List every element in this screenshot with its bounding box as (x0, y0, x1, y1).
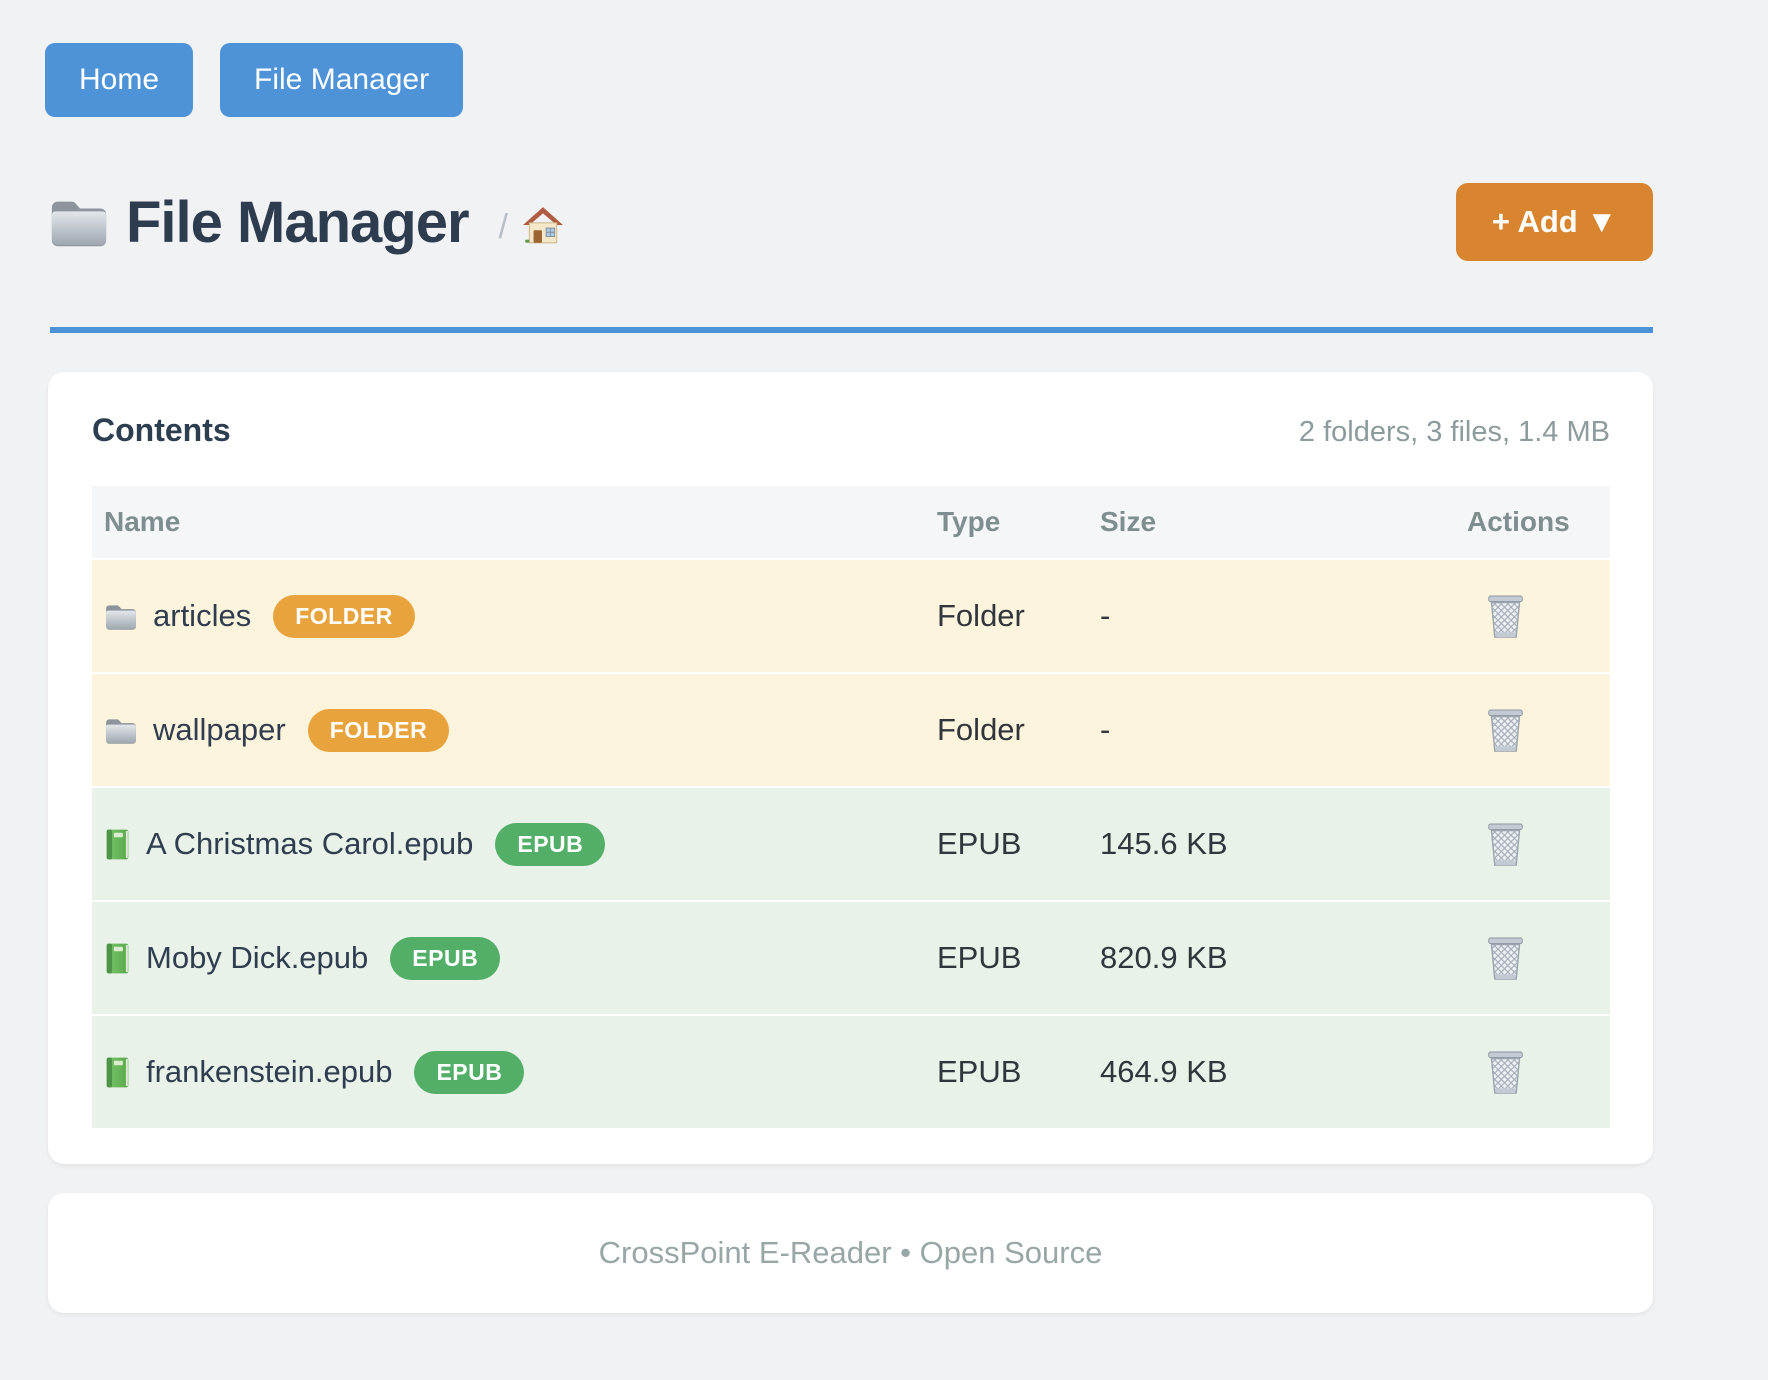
delete-button[interactable] (1485, 707, 1526, 754)
column-header-actions: Actions (1467, 506, 1570, 537)
column-header-size: Size (1100, 506, 1157, 537)
home-icon (522, 205, 564, 247)
type-cell: Folder (937, 712, 1025, 747)
size-cell: - (1100, 712, 1111, 747)
page-title: File Manager (126, 189, 470, 255)
table-header-row: Name Type Size Actions (92, 486, 1610, 558)
nav-button-file-manager[interactable]: File Manager (220, 43, 464, 117)
contents-card-header: Contents 2 folders, 3 files, 1.4 MB (92, 412, 1610, 449)
top-nav: Home File Manager (45, 43, 464, 117)
table-row: articles FOLDER Folder - (92, 560, 1610, 672)
book-icon (104, 1055, 131, 1090)
size-cell: 464.9 KB (1100, 1054, 1228, 1089)
trash-icon (1485, 935, 1526, 982)
folder-icon (104, 716, 138, 745)
file-name-link[interactable]: wallpaper (153, 712, 286, 747)
book-icon (104, 827, 131, 862)
trash-icon (1485, 821, 1526, 868)
type-badge: EPUB (414, 1050, 525, 1094)
table-row: Moby Dick.epub EPUB EPUB 820.9 KB (92, 902, 1610, 1014)
trash-icon (1485, 707, 1526, 754)
size-cell: 145.6 KB (1100, 826, 1228, 861)
contents-card: Contents 2 folders, 3 files, 1.4 MB Name… (48, 372, 1653, 1164)
type-cell: Folder (937, 598, 1025, 633)
type-cell: EPUB (937, 1054, 1022, 1089)
delete-button[interactable] (1485, 1049, 1526, 1096)
type-badge: EPUB (495, 822, 606, 866)
footer-text: CrossPoint E-Reader • Open Source (598, 1235, 1103, 1270)
type-cell: EPUB (937, 826, 1022, 861)
book-icon (104, 941, 131, 976)
folder-icon (104, 602, 138, 631)
table-row: A Christmas Carol.epub EPUB EPUB 145.6 K… (92, 788, 1610, 900)
delete-button[interactable] (1485, 821, 1526, 868)
contents-heading: Contents (92, 412, 231, 448)
add-button[interactable]: + Add ▼ (1455, 183, 1653, 261)
files-table: Name Type Size Actions articles FOLDER F… (92, 486, 1610, 1128)
column-header-type: Type (937, 506, 1001, 537)
breadcrumb-home-link[interactable] (522, 205, 564, 247)
file-name-link[interactable]: articles (153, 598, 252, 633)
title-divider (50, 327, 1653, 333)
trash-icon (1485, 593, 1526, 640)
table-row: wallpaper FOLDER Folder - (92, 674, 1610, 786)
nav-button-home[interactable]: Home (45, 43, 194, 117)
type-badge: EPUB (390, 936, 501, 980)
page-header: File Manager / + Add ▼ (48, 183, 1653, 261)
column-header-name: Name (104, 506, 181, 537)
file-name-link[interactable]: Moby Dick.epub (146, 940, 369, 975)
size-cell: 820.9 KB (1100, 940, 1228, 975)
delete-button[interactable] (1485, 593, 1526, 640)
type-cell: EPUB (937, 940, 1022, 975)
footer-card: CrossPoint E-Reader • Open Source (48, 1193, 1653, 1313)
trash-icon (1485, 1049, 1526, 1096)
contents-summary: 2 folders, 3 files, 1.4 MB (1298, 416, 1610, 448)
breadcrumb-separator: / (498, 207, 508, 246)
table-row: frankenstein.epub EPUB EPUB 464.9 KB (92, 1016, 1610, 1128)
file-name-link[interactable]: frankenstein.epub (146, 1054, 393, 1089)
type-badge: FOLDER (273, 594, 415, 638)
type-badge: FOLDER (307, 708, 450, 752)
file-name-link[interactable]: A Christmas Carol.epub (146, 826, 474, 861)
size-cell: - (1100, 598, 1111, 633)
delete-button[interactable] (1485, 935, 1526, 982)
folder-icon (48, 195, 110, 249)
